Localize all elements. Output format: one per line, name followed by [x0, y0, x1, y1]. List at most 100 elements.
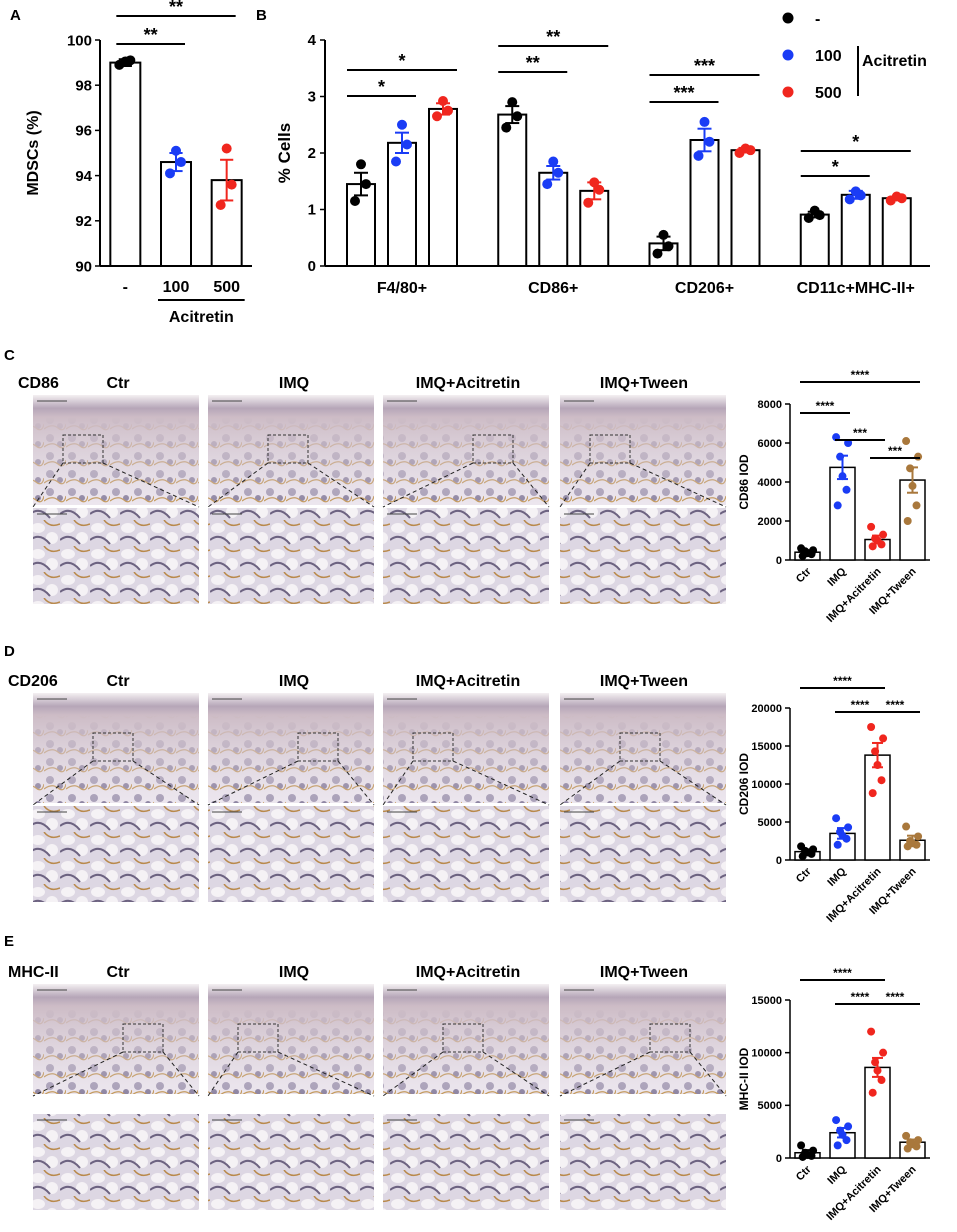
data-point	[871, 747, 880, 756]
data-point	[176, 157, 186, 168]
zoom-connector	[307, 462, 375, 508]
zoom-connector	[689, 1051, 727, 1097]
micrograph-zoom	[33, 1114, 199, 1210]
x-tick-label: Ctr	[794, 865, 814, 885]
micrographs-d	[32, 693, 727, 902]
zoom-connector	[452, 760, 550, 806]
data-point	[809, 205, 820, 216]
y-tick-label: 92	[75, 213, 92, 230]
data-point	[658, 229, 669, 240]
data-point	[548, 156, 559, 167]
legend: - 100 500 Acitretin	[782, 11, 927, 102]
data-point	[226, 179, 237, 190]
data-point	[867, 723, 876, 731]
zoom-connector	[382, 462, 474, 508]
y-tick-label: 2000	[758, 516, 782, 528]
data-point	[844, 194, 855, 205]
y-tick-label: 0	[776, 1153, 782, 1165]
y-axis-label: MHC-II IOD	[737, 1047, 751, 1110]
y-tick-label: 2	[308, 145, 316, 162]
data-point	[902, 1131, 911, 1140]
bar	[864, 1066, 891, 1159]
data-point	[432, 111, 442, 122]
panel-label-c: C	[4, 347, 15, 364]
y-tick-label: 100	[67, 32, 92, 49]
significance-label: **	[526, 53, 540, 73]
micrograph-zoom	[560, 806, 726, 902]
zoom-connector	[559, 462, 591, 508]
significance-label: ****	[851, 368, 870, 382]
bar	[829, 466, 856, 561]
data-point	[797, 1141, 806, 1150]
x-tick-label: 500	[213, 279, 240, 296]
significance-label: ****	[833, 674, 852, 688]
data-point	[871, 1058, 880, 1067]
data-point	[868, 1088, 877, 1097]
bar	[538, 171, 569, 267]
row-e-marker: MHC-II	[8, 964, 59, 981]
data-point	[704, 136, 715, 147]
significance-label: ****	[886, 990, 905, 1004]
data-point	[663, 241, 674, 252]
epidermis-layer	[208, 693, 374, 803]
zoom-connector	[132, 760, 200, 806]
zoom-connector	[659, 760, 727, 806]
epidermis-layer	[33, 395, 199, 505]
micrograph-zoom	[560, 1114, 726, 1210]
zoom-connector	[32, 462, 64, 508]
data-point	[809, 845, 818, 854]
data-point	[871, 534, 880, 543]
panel-label-b: B	[256, 7, 267, 24]
data-point	[397, 119, 407, 130]
data-point	[868, 789, 877, 798]
epidermis-layer	[208, 395, 374, 505]
zoom-box	[472, 434, 514, 464]
x-tick-label: Ctr	[794, 565, 814, 585]
data-point	[903, 517, 912, 525]
row-c-label-0: Ctr	[106, 375, 129, 392]
micrograph-zoom	[208, 806, 374, 902]
x-tick-label: 100	[163, 279, 190, 296]
significance-label: ***	[888, 444, 902, 458]
row-d-marker: CD206	[8, 673, 58, 690]
row-e-label-1: IMQ	[279, 964, 309, 981]
zoom-box	[62, 434, 104, 464]
y-tick-label: 5000	[758, 1100, 782, 1112]
data-point	[797, 842, 806, 851]
significance-label: *	[832, 157, 839, 177]
group-label: Acitretin	[169, 309, 234, 326]
significance-label: *	[852, 132, 859, 152]
zoom-box	[122, 1023, 164, 1053]
row-d-label-3: IMQ+Tween	[600, 673, 688, 690]
micrographs-e	[32, 984, 727, 1210]
data-point	[443, 105, 453, 116]
x-tick-label: Ctr	[794, 1163, 814, 1183]
zoom-connector	[32, 1051, 124, 1097]
data-point	[801, 1148, 810, 1157]
data-point	[356, 159, 366, 170]
data-point	[583, 197, 594, 208]
row-c-header: CD86 Ctr IMQ IMQ+Acitretin IMQ+Tween	[18, 375, 688, 392]
y-tick-label: 96	[75, 123, 92, 140]
data-point	[838, 472, 847, 481]
epidermis-layer	[560, 693, 726, 803]
zoom-connector	[277, 1051, 375, 1097]
zoom-connector	[207, 1051, 239, 1097]
micrograph-zoom	[208, 1114, 374, 1210]
y-tick-label: 8000	[758, 399, 782, 411]
micrograph-zoom	[383, 1114, 549, 1210]
data-point	[836, 1126, 845, 1135]
significance-label: **	[546, 27, 560, 47]
row-d-label-0: Ctr	[106, 673, 129, 690]
bar	[109, 61, 142, 267]
data-point	[832, 1116, 841, 1125]
data-point	[803, 212, 814, 223]
bar	[497, 113, 528, 267]
significance-label: *	[378, 77, 385, 97]
y-tick-label: 0	[308, 258, 316, 275]
y-tick-label: 20000	[751, 703, 782, 715]
x-tick-label: F4/80+	[377, 280, 427, 297]
data-point	[833, 1141, 842, 1150]
